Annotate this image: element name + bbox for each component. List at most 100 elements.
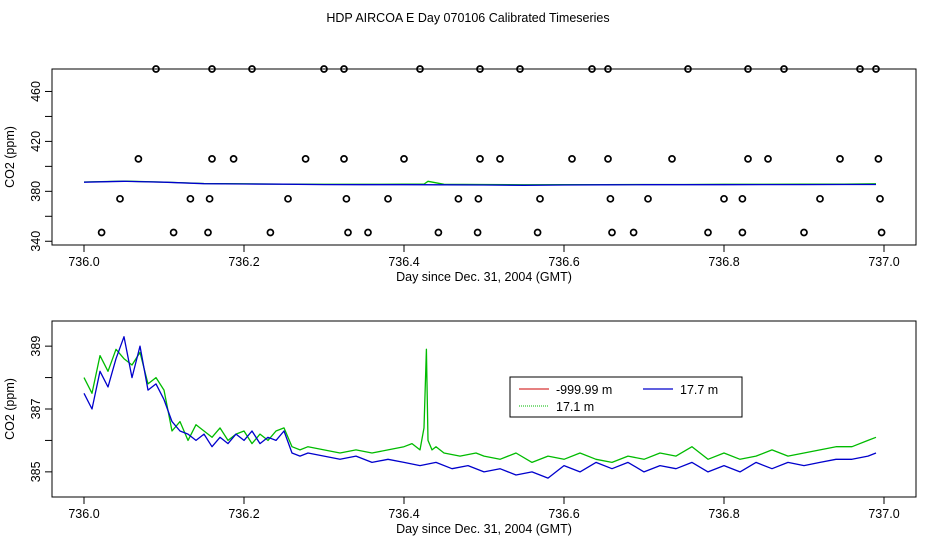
scatter-point — [134, 155, 143, 163]
series-line-1 — [83, 336, 877, 479]
y-tick-label: 385 — [29, 461, 43, 482]
y-tick-label: 387 — [29, 399, 43, 420]
bottom-panel: 736.0 736.2 736.4 736.6 736.8 737.0 385 387 389… — [3, 320, 917, 536]
scatter-point — [704, 228, 712, 237]
series-line-1 — [83, 180, 876, 186]
scatter-point — [836, 155, 844, 163]
scatter-point — [229, 155, 238, 163]
x-tick-label: 737.0 — [868, 507, 899, 521]
top-y-ticks: 340 380 420 460 — [29, 81, 52, 252]
scatter-point — [604, 65, 612, 73]
scatter-point — [738, 194, 747, 203]
scatter-point — [476, 155, 484, 163]
bottom-series-lines — [83, 336, 877, 479]
legend-label-999: -999.99 m — [556, 383, 612, 397]
scatter-point — [872, 65, 880, 73]
scatter-point — [416, 65, 424, 73]
top-x-ticks: 736.0 736.2 736.4 736.6 736.8 737.0 — [68, 245, 900, 269]
scatter-point — [364, 228, 372, 237]
chart-title: HDP AIRCOA E Day 070106 Calibrated Times… — [326, 11, 609, 25]
scatter-point — [204, 228, 212, 237]
scatter-point — [877, 228, 886, 237]
top-series-lines — [83, 180, 877, 186]
scatter-point — [400, 155, 408, 163]
legend-box — [509, 376, 743, 418]
x-tick-label: 736.4 — [388, 507, 419, 521]
top-scatter-points — [97, 65, 886, 237]
y-tick-label: 340 — [29, 231, 43, 252]
scatter-point — [186, 194, 195, 203]
scatter-point — [248, 65, 256, 73]
scatter-point — [169, 228, 178, 237]
bottom-plot-frame — [51, 320, 917, 498]
scatter-point — [205, 194, 214, 203]
scatter-point — [816, 194, 824, 203]
bottom-x-ticks: 736.0 736.2 736.4 736.6 736.8 737.0 — [68, 497, 900, 521]
x-tick-label: 737.0 — [868, 255, 899, 269]
scatter-point — [476, 65, 484, 73]
y-tick-label: 389 — [29, 336, 43, 357]
scatter-point — [320, 65, 328, 73]
scatter-point — [284, 194, 292, 203]
scatter-point — [474, 194, 483, 203]
scatter-point — [684, 65, 692, 73]
x-tick-label: 736.2 — [228, 507, 259, 521]
scatter-point — [454, 194, 463, 203]
scatter-point — [568, 155, 576, 163]
scatter-point — [606, 194, 615, 203]
y-tick-label: 420 — [29, 131, 43, 152]
bottom-x-axis-label: Day since Dec. 31, 2004 (GMT) — [396, 522, 572, 536]
scatter-point — [800, 228, 808, 237]
scatter-point — [876, 194, 884, 203]
scatter-point — [738, 228, 747, 237]
scatter-point — [780, 65, 788, 73]
x-tick-label: 736.6 — [548, 507, 579, 521]
scatter-point — [496, 155, 504, 163]
scatter-point — [342, 194, 351, 203]
scatter-point — [340, 65, 348, 73]
y-tick-label: 460 — [29, 81, 43, 102]
scatter-point — [608, 228, 616, 237]
scatter-point — [344, 228, 352, 237]
scatter-point — [764, 155, 772, 163]
scatter-point — [644, 194, 652, 203]
y-tick-label: 380 — [29, 181, 43, 202]
scatter-point — [266, 228, 275, 237]
scatter-point — [434, 228, 443, 237]
x-tick-label: 736.0 — [68, 255, 99, 269]
bottom-y-ticks: 385 387 389 — [29, 336, 52, 482]
x-tick-label: 736.4 — [388, 255, 419, 269]
scatter-point — [152, 65, 160, 73]
scatter-point — [744, 65, 752, 73]
scatter-point — [97, 228, 106, 237]
x-tick-label: 736.0 — [68, 507, 99, 521]
x-tick-label: 736.8 — [708, 255, 739, 269]
series-line-0 — [83, 348, 877, 464]
scatter-point — [301, 155, 310, 163]
scatter-point — [744, 155, 752, 163]
scatter-point — [533, 228, 542, 237]
top-y-axis-label: CO2 (ppm) — [3, 126, 17, 188]
scatter-point — [604, 155, 612, 163]
legend: -999.99 m 17.7 m 17.1 m — [509, 376, 743, 418]
scatter-point — [720, 194, 728, 203]
scatter-point — [516, 65, 524, 73]
scatter-point — [208, 155, 216, 163]
x-tick-label: 736.8 — [708, 507, 739, 521]
scatter-point — [384, 194, 392, 203]
legend-label-171: 17.1 m — [556, 400, 594, 414]
scatter-point — [340, 155, 348, 163]
x-tick-label: 736.2 — [228, 255, 259, 269]
top-x-axis-label: Day since Dec. 31, 2004 (GMT) — [396, 270, 572, 284]
top-panel: 736.0 736.2 736.4 736.6 736.8 737.0 340 380 420… — [3, 65, 917, 284]
scatter-point — [668, 155, 676, 163]
x-tick-label: 736.6 — [548, 255, 579, 269]
scatter-point — [629, 228, 638, 237]
scatter-point — [116, 194, 124, 203]
scatter-point — [588, 65, 596, 73]
bottom-y-axis-label: CO2 (ppm) — [3, 378, 17, 440]
legend-label-177: 17.7 m — [680, 383, 718, 397]
scatter-point — [208, 65, 216, 73]
scatter-point — [874, 155, 883, 163]
scatter-point — [856, 65, 864, 73]
